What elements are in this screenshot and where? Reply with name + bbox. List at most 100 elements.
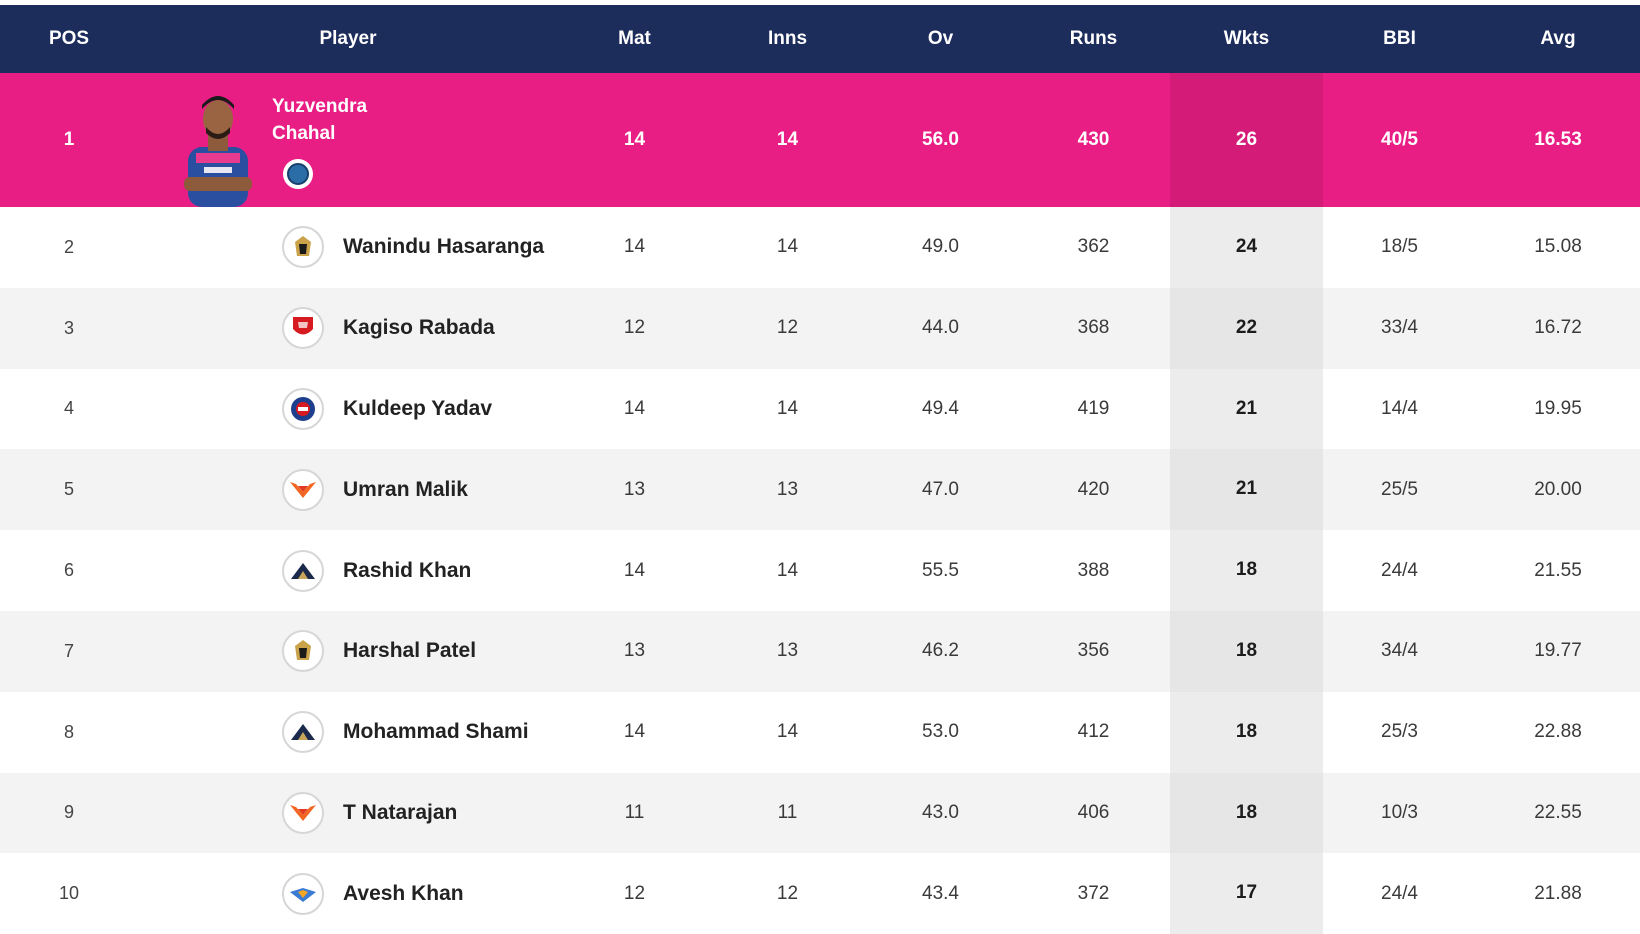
row-inns: 12 (776, 317, 799, 339)
row-bbi: 18/5 (1381, 236, 1418, 258)
row-player-cell[interactable]: Rashid Khan (138, 549, 558, 592)
row-player-cell[interactable]: Harshal Patel (138, 630, 558, 673)
header-runs[interactable]: Runs (1069, 28, 1118, 49)
row-wkts: 18 (1170, 691, 1323, 773)
row-bbi: 34/4 (1381, 640, 1418, 662)
header-wkts[interactable]: Wkts (1223, 28, 1270, 49)
table-row[interactable]: 4 Kuldeep Yadav 14 14 49.4 419 21 14/4 19.95 (0, 368, 1640, 450)
row-inns: 14 (776, 721, 799, 743)
player-name[interactable]: Mohammad Shami (343, 720, 529, 744)
row-mat: 14 (623, 236, 646, 258)
row-player-cell[interactable]: T Natarajan (138, 791, 558, 834)
row-pos: 9 (63, 802, 74, 823)
row-pos: 8 (63, 721, 74, 742)
row-pos: 10 (58, 883, 80, 904)
row-ov: 53.0 (922, 721, 959, 743)
row-ov: 55.5 (922, 559, 959, 581)
leader-inns: 14 (776, 129, 799, 150)
leader-name[interactable]: Yuzvendra Chahal (272, 93, 412, 147)
row-inns: 14 (776, 397, 799, 419)
player-name[interactable]: Wanindu Hasaranga (343, 235, 545, 259)
table-row[interactable]: 2 Wanindu Hasaranga 14 14 49.0 362 24 18/5 15.08 (0, 207, 1640, 288)
leader-avg: 16.53 (1534, 129, 1582, 150)
srh-logo-icon (282, 468, 324, 511)
row-player-cell[interactable]: Kagiso Rabada (138, 307, 558, 350)
row-avg: 22.88 (1534, 721, 1582, 743)
row-inns: 14 (776, 236, 799, 258)
header-ov[interactable]: Ov (927, 28, 954, 49)
row-inns: 14 (776, 559, 799, 581)
player-name[interactable]: T Natarajan (343, 800, 458, 824)
row-mat: 12 (623, 317, 646, 339)
rcb-logo-icon (282, 630, 324, 673)
row-player-cell[interactable]: Mohammad Shami (138, 711, 558, 754)
lsg-logo-icon (282, 872, 324, 915)
row-runs: 372 (1077, 882, 1110, 904)
row-mat: 14 (623, 721, 646, 743)
leader-name-line1: Yuzvendra (272, 96, 368, 117)
row-runs: 412 (1077, 721, 1110, 743)
row-wkts: 22 (1170, 287, 1323, 369)
table-row[interactable]: 3 Kagiso Rabada 12 12 44.0 368 22 33/4 16.72 (0, 287, 1640, 369)
row-ov: 49.0 (922, 236, 959, 258)
row-player-cell[interactable]: Wanindu Hasaranga (138, 226, 558, 269)
rr-team-badge-icon (283, 159, 313, 189)
row-inns: 13 (776, 640, 799, 662)
table-row[interactable]: 6 Rashid Khan 14 14 55.5 388 18 24/4 21.55 (0, 530, 1640, 611)
table-row[interactable]: 10 Avesh Khan 12 12 43.4 372 17 24/4 21.88 (0, 853, 1640, 934)
stats-table: POS Player Mat Inns Ov Runs Wkts BBI Avg… (0, 5, 1640, 934)
row-bbi: 33/4 (1381, 317, 1418, 339)
row-player-cell[interactable]: Kuldeep Yadav (138, 387, 558, 430)
row-player-cell[interactable]: Avesh Khan (138, 872, 558, 915)
row-ov: 47.0 (922, 478, 959, 500)
row-wkts: 21 (1170, 449, 1323, 531)
table-row[interactable]: 9 T Natarajan 11 11 43.0 406 18 10/3 22.55 (0, 772, 1640, 854)
leader-name-line2: Chahal (272, 123, 336, 144)
leader-row[interactable]: 1 Yuzvendra Chahal 14 14 56.0 430 26 40/… (0, 73, 1640, 207)
row-pos: 4 (63, 398, 74, 419)
row-pos: 6 (63, 560, 74, 581)
row-player-cell[interactable]: Umran Malik (138, 468, 558, 511)
player-name[interactable]: Rashid Khan (343, 558, 472, 582)
row-mat: 14 (623, 559, 646, 581)
leader-player-cell[interactable]: Yuzvendra Chahal (138, 73, 558, 207)
row-pos: 3 (63, 317, 74, 338)
row-ov: 44.0 (922, 317, 959, 339)
row-bbi: 25/5 (1381, 478, 1418, 500)
leader-pos: 1 (63, 129, 75, 150)
row-pos: 2 (63, 236, 74, 257)
row-mat: 12 (623, 882, 646, 904)
rcb-logo-icon (282, 226, 324, 269)
leader-bbi: 40/5 (1381, 129, 1418, 150)
row-runs: 388 (1077, 559, 1110, 581)
leader-wkts: 26 (1170, 73, 1323, 207)
row-wkts: 17 (1170, 853, 1323, 934)
table-row[interactable]: 5 Umran Malik 13 13 47.0 420 21 25/5 20.00 (0, 449, 1640, 531)
player-name[interactable]: Harshal Patel (343, 639, 477, 663)
leader-ov: 56.0 (922, 129, 959, 150)
table-row[interactable]: 8 Mohammad Shami 14 14 53.0 412 18 25/3 22.88 (0, 691, 1640, 773)
header-pos[interactable]: POS (48, 28, 90, 49)
row-inns: 13 (776, 478, 799, 500)
player-name[interactable]: Umran Malik (343, 477, 468, 501)
player-name[interactable]: Kagiso Rabada (343, 316, 495, 340)
header-player[interactable]: Player (319, 28, 377, 49)
player-name[interactable]: Avesh Khan (343, 881, 464, 905)
header-mat[interactable]: Mat (618, 28, 651, 49)
player-name[interactable]: Kuldeep Yadav (343, 396, 493, 420)
row-wkts: 24 (1170, 207, 1323, 288)
header-avg[interactable]: Avg (1540, 28, 1576, 49)
row-mat: 11 (624, 801, 645, 823)
srh-logo-icon (282, 791, 324, 834)
table-row[interactable]: 7 Harshal Patel 13 13 46.2 356 18 34/4 19.77 (0, 610, 1640, 692)
row-avg: 19.95 (1534, 397, 1582, 419)
row-mat: 13 (623, 478, 646, 500)
row-wkts: 21 (1170, 368, 1323, 450)
row-mat: 14 (623, 397, 646, 419)
header-inns[interactable]: Inns (767, 28, 808, 49)
row-pos: 5 (63, 479, 74, 500)
row-runs: 362 (1077, 236, 1110, 258)
row-avg: 15.08 (1534, 236, 1582, 258)
header-bbi[interactable]: BBI (1383, 28, 1416, 49)
row-bbi: 25/3 (1381, 721, 1418, 743)
